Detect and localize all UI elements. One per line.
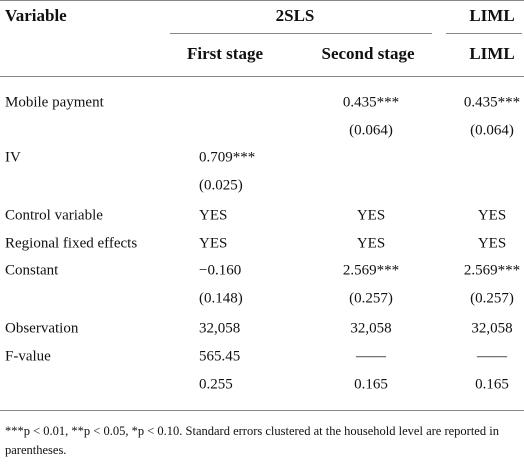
cell: 0.435*** [342, 94, 400, 111]
cell: 0.709*** [199, 149, 256, 166]
header-rule [0, 76, 524, 77]
header-group: 2SLS [275, 6, 315, 25]
top-rule [0, 0, 524, 1]
group-rule [446, 33, 522, 34]
row-label: Constant [5, 262, 59, 279]
cell: 2.569*** [463, 262, 521, 279]
column-header: LIML [469, 44, 515, 63]
cell: YES [199, 235, 228, 252]
cell: −0.160 [199, 262, 242, 279]
cell: (0.025) [199, 177, 243, 194]
group-rule [170, 33, 432, 34]
cell: 32,058 [199, 320, 241, 337]
cell: —— [356, 348, 386, 365]
row-label: Regional fixed effects [5, 235, 138, 252]
cell: YES [199, 207, 228, 224]
header-variable: Variable [5, 6, 67, 25]
row-label: IV [5, 149, 21, 166]
cell: 32,058 [471, 320, 513, 337]
column-header: Second stage [321, 44, 415, 63]
cell: YES [477, 207, 507, 224]
cell: (0.257) [470, 290, 514, 307]
cell: YES [356, 207, 386, 224]
row-label: Control variable [5, 207, 103, 224]
cell: (0.064) [349, 122, 393, 139]
cell: —— [477, 348, 507, 365]
row-label: Mobile payment [5, 94, 104, 111]
cell: (0.148) [199, 290, 243, 307]
cell: (0.064) [470, 122, 514, 139]
cell: 565.45 [199, 348, 241, 365]
cell: (0.257) [349, 290, 393, 307]
cell: 0.435*** [463, 94, 521, 111]
cell: YES [477, 235, 507, 252]
cell: 32,058 [350, 320, 392, 337]
row-label: Observation [5, 320, 79, 337]
header-group: LIML [469, 6, 515, 25]
cell: 2.569*** [342, 262, 400, 279]
cell: 0.165 [475, 376, 509, 393]
footnote: ***p < 0.01, **p < 0.05, *p < 0.10. Stan… [5, 424, 499, 457]
cell: 0.255 [199, 376, 233, 393]
row-label: F-value [5, 348, 51, 365]
cell: 0.165 [354, 376, 388, 393]
bottom-rule [0, 410, 524, 411]
column-header: First stage [186, 44, 264, 63]
cell: YES [356, 235, 386, 252]
